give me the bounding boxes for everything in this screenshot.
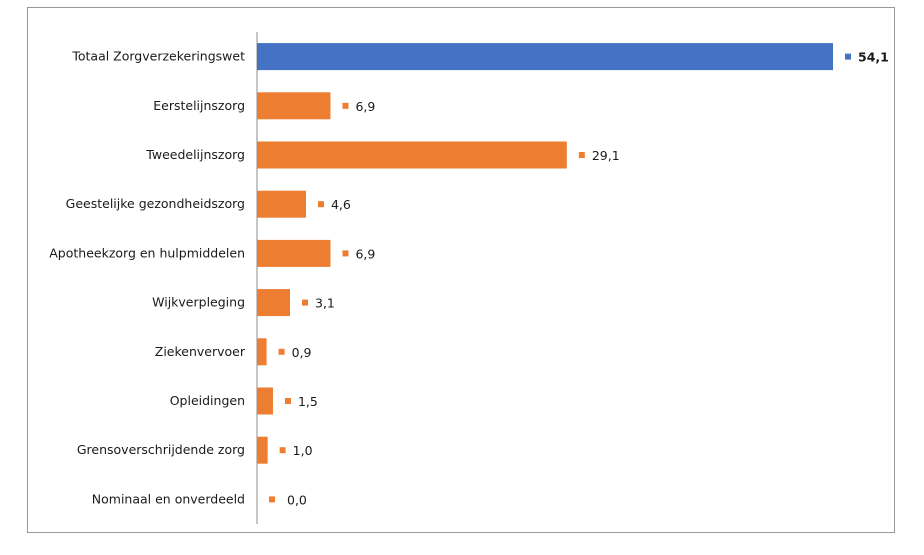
bar	[257, 239, 331, 267]
bar	[257, 387, 273, 415]
bar	[257, 338, 267, 366]
category-label: Eerstelijnszorg	[153, 98, 245, 113]
value-marker	[845, 53, 851, 60]
value-marker	[302, 299, 309, 306]
value-marker	[317, 201, 324, 208]
category-label: Geestelijke gezondheidszorg	[66, 196, 245, 211]
category-label: Apotheekzorg en hulpmiddelen	[49, 245, 245, 260]
category-label: Opleidingen	[170, 393, 245, 408]
category-label: Ziekenvervoer	[155, 344, 246, 359]
data-label: 3,1	[315, 296, 335, 311]
value-marker	[279, 447, 286, 454]
bar-total	[257, 43, 833, 71]
data-label: 4,6	[331, 197, 351, 212]
data-label: 0,0	[287, 492, 307, 507]
data-label: 6,9	[355, 99, 375, 114]
category-label: Nominaal en onverdeeld	[92, 491, 245, 506]
bar	[257, 289, 291, 317]
value-marker	[342, 250, 349, 257]
bar	[257, 190, 306, 218]
category-label: Tweedelijnszorg	[145, 147, 245, 162]
bar	[257, 141, 567, 169]
value-marker	[269, 496, 275, 503]
value-marker	[278, 348, 285, 355]
bar	[257, 92, 331, 120]
value-marker	[342, 102, 349, 109]
category-label: Grensoverschrijdende zorg	[77, 442, 245, 457]
data-label: 6,9	[355, 246, 375, 261]
bar	[257, 436, 268, 464]
data-label: 29,1	[592, 148, 620, 163]
value-marker	[284, 398, 291, 404]
value-marker	[578, 152, 585, 158]
chart-frame	[27, 7, 895, 533]
data-label: 1,0	[293, 443, 313, 458]
data-label: 0,9	[292, 345, 312, 360]
data-label: 54,1	[858, 50, 889, 65]
category-label: Wijkverpleging	[152, 295, 245, 310]
category-label: Totaal Zorgverzekeringswet	[71, 49, 245, 64]
data-label: 1,5	[298, 394, 318, 409]
